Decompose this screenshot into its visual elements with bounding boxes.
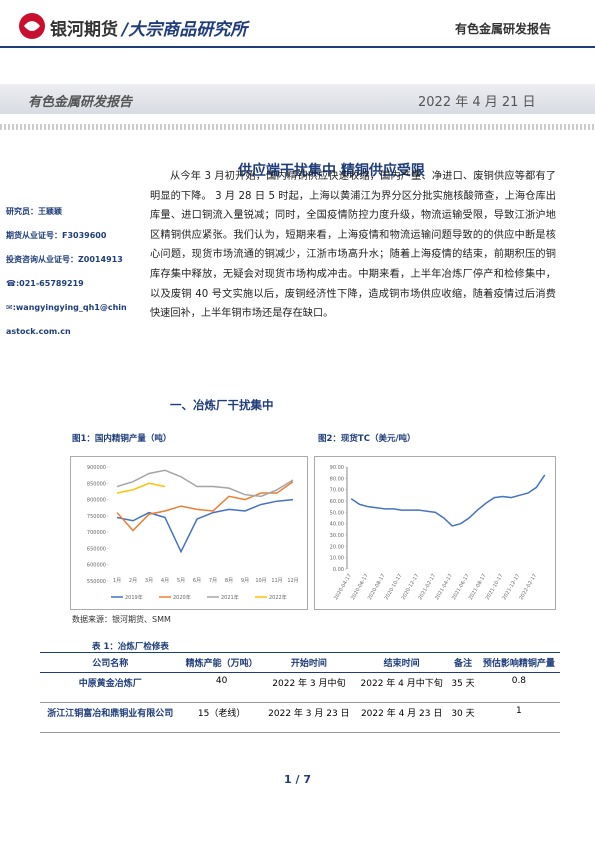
table-header-cell: 公司名称 (92, 659, 129, 669)
x-tick-label: 12月 (287, 578, 298, 584)
title: 供应端干扰集中 精铜供应受限 (238, 163, 425, 179)
line (116, 482, 166, 494)
logo (19, 13, 45, 39)
page-number: 1 / 7 (284, 773, 311, 786)
x-tick-label: 8月 (225, 578, 233, 584)
table-row: 中原黄金冶炼厂 40 2022 年 3 月中旬 2022 年 4 月中下旬 35 天 0.… (40, 673, 560, 703)
x-tick-label: 5月 (177, 578, 185, 584)
header-report-type: 有色金属研发报告 (455, 22, 552, 36)
x-tick-label: 11月 (271, 578, 282, 584)
line (116, 498, 294, 554)
table-cell: 2022 年 3 月中旬 (272, 679, 346, 689)
x-tick-label: 9月 (241, 578, 249, 584)
line (350, 474, 546, 527)
y-tick-label: 600000 (87, 563, 106, 569)
chart: 0.00 10.00 20.00 30.00 40.00 50.00 60.00 70.00 8… (314, 456, 556, 610)
banner-date: 2022 年 4 月 21 日 (418, 95, 536, 110)
y-tick-label: 0.00 (333, 567, 344, 573)
brand: 银河期货 (50, 20, 118, 40)
y-tick-label: 800000 (87, 498, 106, 504)
banner (0, 84, 595, 114)
table-cell: 40 (215, 676, 228, 686)
sidebar-line: 期货从业证号：F3039600 (6, 231, 107, 240)
chart-title: 图2：现货TC（美元/吨） (318, 434, 416, 444)
y-tick-label: 750000 (87, 514, 106, 520)
y-tick-label: 20.00 (330, 544, 344, 550)
table-cell: 2022 年 3 月 23 日 (268, 709, 350, 719)
section-heading: 一、冶炼厂干扰集中 (170, 398, 274, 412)
y-tick-label: 50.00 (330, 510, 344, 516)
table-cell: 2022 年 4 月 23 日 (360, 709, 443, 719)
table-header-cell: 精炼产能（万吨） (185, 659, 258, 669)
table-caption: 表 1：冶炼厂检修表 (92, 642, 169, 652)
x-tick-label: 6月 (193, 578, 201, 584)
y-tick-label: 60.00 (330, 499, 344, 505)
sidebar: 研究员：王颖颖期货从业证号：F3039600 投资咨询从业证号：Z0014913 ☎… (6, 200, 130, 344)
y-tick-label: 40.00 (330, 522, 344, 528)
table-header-cell: 结束时间 (383, 659, 420, 669)
y-tick-label: 900000 (87, 465, 106, 471)
y-tick-label: 10.00 (330, 556, 344, 562)
table-header-cell: 开始时间 (290, 659, 327, 669)
x-tick-label: 10月 (255, 578, 266, 584)
legend-label: 2021年 (221, 594, 239, 601)
table-header-cell: 预估影响精铜产量 (482, 659, 555, 669)
chart: 550000 600000 650000 700000 750000 800000 8500… (70, 456, 308, 610)
chart-title: 图1：国内精铜产量（吨） (72, 434, 172, 444)
x-tick-label: 3月 (145, 578, 153, 584)
table-cell: 15（老线） (197, 709, 246, 719)
y-tick-label: 650000 (87, 546, 106, 552)
sidebar-line: ☎:021-65789219 (6, 279, 84, 288)
table-cell: 30 天 (451, 709, 475, 719)
x-tick-label: 2022-02-17 (518, 573, 538, 601)
y-tick-label: 700000 (87, 530, 106, 536)
x-tick-label: 2月 (129, 578, 137, 584)
table-row: 浙江江铜富冶和鼎铜业有限公司 15（老线） 2022 年 3 月 23 日 2022 … (40, 703, 560, 733)
y-tick-label: 30.00 (330, 533, 344, 539)
line (116, 469, 294, 498)
institute: /大宗商品研究所 (122, 20, 248, 40)
table-cell: 浙江江铜富冶和鼎铜业有限公司 (47, 709, 174, 719)
y-tick-label: 80.00 (330, 476, 344, 482)
legend-label: 2019年 (125, 594, 143, 601)
legend-label: 2020年 (173, 594, 191, 601)
x-tick-label: 4月 (161, 578, 169, 584)
sidebar-line: 研究员：王颖颖 (6, 207, 62, 216)
y-tick-label: 70.00 (330, 488, 344, 494)
sidebar-line: ✉:wangyingying_qh1@chinastock.com.cn (6, 303, 127, 336)
banner-left: 有色金属研发报告 (28, 95, 133, 110)
x-tick-label: 1月 (113, 578, 121, 584)
table-cell: 中原黄金冶炼厂 (78, 679, 142, 689)
line (116, 481, 294, 532)
banner-stripe (0, 124, 595, 130)
table-header-row: 公司名称 精炼产能（万吨） 开始时间 结束时间 备注 预估影响精铜产量 (40, 652, 560, 673)
y-tick-label: 550000 (87, 579, 106, 585)
y-tick-label: 850000 (87, 481, 106, 487)
table-cell: 1 (516, 706, 522, 716)
table: 公司名称 精炼产能（万吨） 开始时间 结束时间 备注 预估影响精铜产量中原黄金冶炼厂 40 2… (40, 652, 560, 733)
table-cell: 35 天 (451, 679, 475, 689)
table-cell: 2022 年 4 月中下旬 (360, 679, 443, 689)
y-tick-label: 90.00 (330, 465, 344, 471)
header-rule (0, 46, 595, 48)
legend-label: 2022年 (269, 594, 287, 601)
x-tick-label: 7月 (209, 578, 217, 584)
table-cell: 0.8 (511, 676, 527, 686)
sidebar-line: 投资咨询从业证号：Z0014913 (6, 255, 123, 264)
table-header-cell: 备注 (453, 659, 472, 669)
source: 数据来源：银河期货、SMM (72, 615, 171, 624)
body: 从今年 3 月初开始，国内精铜供应快速收缩，国内产量、净进口、废铜供应等都有了明… (150, 171, 556, 320)
